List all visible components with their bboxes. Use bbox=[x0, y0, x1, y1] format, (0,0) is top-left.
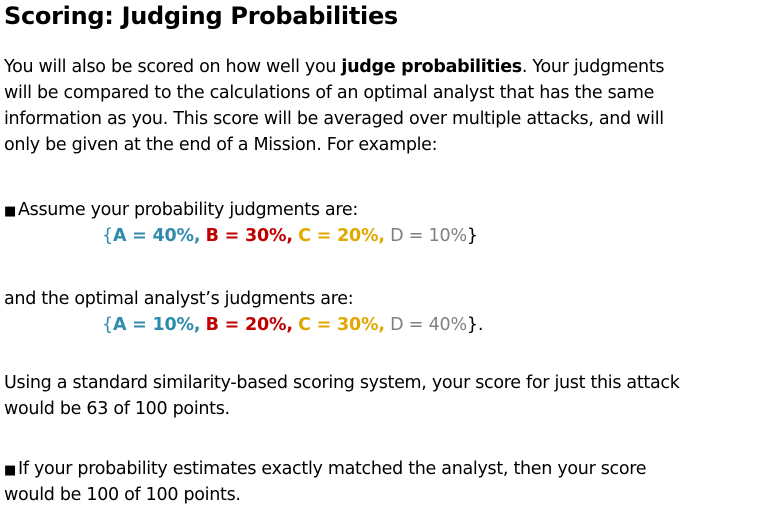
intro-line-1-pre: You will also be scored on how well you bbox=[4, 57, 342, 77]
intro-line-4: only be given at the end of a Mission. F… bbox=[4, 135, 438, 155]
slide-title: Scoring: Judging Probabilities bbox=[4, 2, 398, 30]
intro-emphasis: judge probabilities bbox=[341, 57, 522, 77]
bullet-1: ■ Assume your probability judgments are: bbox=[4, 197, 358, 225]
intro-line-1: You will also be scored on how well you … bbox=[4, 54, 665, 80]
your-option-b: B = 30%, bbox=[205, 226, 293, 246]
analyst-option-b: B = 20%, bbox=[205, 315, 293, 335]
analyst-option-c: C = 30%, bbox=[298, 315, 385, 335]
bullet-2-text: If your probability estimates exactly ma… bbox=[18, 459, 647, 479]
bullet-marker: ■ bbox=[4, 463, 16, 478]
your-option-d: D = 10% bbox=[390, 226, 467, 246]
analyst-option-d: D = 40% bbox=[390, 315, 467, 335]
analyst-close-brace: }. bbox=[466, 315, 484, 335]
analyst-open-brace: { bbox=[102, 315, 113, 335]
result-line-2: would be 63 of 100 points. bbox=[4, 399, 230, 419]
your-open-brace: { bbox=[102, 226, 113, 246]
bullet-2-line-2: would be 100 of 100 points. bbox=[4, 485, 241, 505]
your-option-c: C = 20%, bbox=[298, 226, 385, 246]
analyst-intro: and the optimal analyst’s judgments are: bbox=[4, 289, 354, 309]
intro-line-2: will be compared to the calculations of … bbox=[4, 83, 655, 103]
analyst-option-a: A = 10%, bbox=[112, 315, 201, 335]
bullet-marker: ■ bbox=[4, 204, 16, 219]
intro-line-1-post: . Your judgments bbox=[521, 57, 665, 77]
result-line-1: Using a standard similarity-based scorin… bbox=[4, 373, 680, 393]
analyst-judgments: {A = 10%, B = 20%, C = 30%, D = 40%}. bbox=[102, 312, 483, 338]
your-judgments: {A = 40%, B = 30%, C = 20%, D = 10%} bbox=[102, 223, 478, 249]
bullet-1-text: Assume your probability judgments are: bbox=[18, 200, 358, 220]
intro-line-3: information as you. This score will be a… bbox=[4, 109, 664, 129]
your-option-a: A = 40%, bbox=[112, 226, 201, 246]
bullet-2: ■ If your probability estimates exactly m… bbox=[4, 456, 647, 484]
your-close-brace: } bbox=[466, 226, 478, 246]
